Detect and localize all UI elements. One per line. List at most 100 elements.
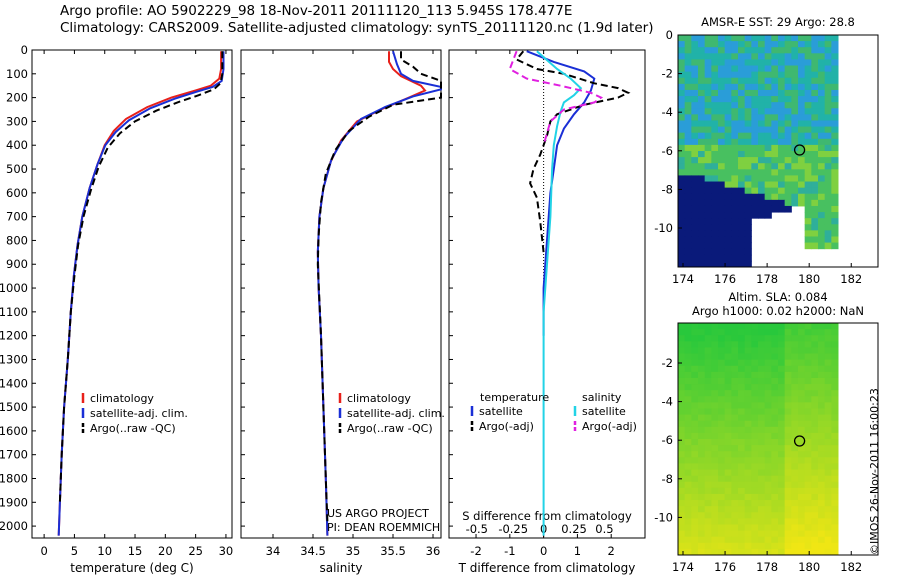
sla-cell — [751, 347, 759, 355]
sst-cell — [778, 65, 786, 73]
sst-cell — [784, 89, 792, 97]
sst-cell — [811, 132, 819, 140]
sla-cell — [704, 500, 712, 507]
sla-cell — [771, 530, 779, 538]
sla-cell — [738, 335, 746, 342]
sla-cell — [811, 506, 819, 513]
sla-cell — [791, 359, 799, 367]
sst-cell — [744, 254, 752, 262]
sla-cell — [684, 536, 692, 544]
sla-cell — [738, 451, 746, 458]
sla-cell — [698, 481, 706, 489]
sla-cell — [784, 396, 792, 403]
sst-cell — [831, 89, 839, 97]
sst-cell — [771, 157, 779, 164]
sla-cell — [751, 500, 759, 507]
sla-cell — [804, 359, 812, 367]
sst-cell — [764, 102, 772, 109]
sst-cell — [751, 199, 759, 207]
sla-cell — [678, 500, 686, 507]
sla-cell — [704, 548, 712, 556]
sla-cell — [711, 475, 719, 483]
salinity-series-argo-raw-qc- — [316, 51, 442, 522]
sla-cell — [691, 365, 699, 373]
sst-cell — [691, 169, 699, 176]
sla-cell — [771, 451, 779, 458]
sla-cell — [778, 475, 786, 483]
sla-cell — [678, 512, 686, 519]
sst-cell — [731, 260, 739, 268]
sla-cell — [711, 365, 719, 373]
sst-cell — [771, 126, 779, 134]
sla-cell — [798, 518, 806, 525]
sla-cell — [684, 463, 692, 471]
sst-cell — [818, 108, 826, 115]
sla-cell — [778, 469, 786, 477]
sla-cell — [698, 432, 706, 440]
sla-cell — [678, 323, 686, 330]
sla-cell — [798, 390, 806, 397]
sla-cell — [804, 457, 812, 464]
sla-cell — [804, 371, 812, 379]
sst-cell — [798, 108, 806, 115]
sla-cell — [798, 481, 806, 489]
sst-cell — [831, 175, 839, 183]
sla-cell — [698, 445, 706, 452]
sst-cell — [744, 212, 752, 219]
sla-cell — [724, 463, 732, 471]
sst-cell — [711, 77, 719, 85]
sst-cell — [791, 132, 799, 140]
sla-cell — [771, 426, 779, 434]
sla-cell — [824, 408, 832, 416]
sst-cell — [738, 47, 746, 54]
depth-tick-label: 1900 — [0, 495, 28, 509]
sst-cell — [831, 181, 839, 189]
sst-cell — [718, 181, 726, 189]
sla-cell — [691, 426, 699, 434]
sla-cell — [764, 518, 772, 525]
sla-cell — [724, 506, 732, 513]
sst-cell — [678, 83, 686, 91]
sst-cell — [691, 175, 699, 183]
sst-cell — [818, 242, 826, 250]
sla-cell — [831, 475, 839, 483]
sst-cell — [804, 218, 812, 225]
sst-cell — [724, 230, 732, 237]
sla-cell — [758, 390, 766, 397]
sst-cell — [798, 77, 806, 85]
sla-cell — [691, 341, 699, 348]
sst-cell — [731, 59, 739, 67]
sla-cell — [684, 524, 692, 532]
sst-cell — [751, 187, 759, 195]
sla-cell — [738, 548, 746, 556]
sla-cell — [744, 542, 752, 550]
sla-cell — [751, 371, 759, 379]
sla-cell — [811, 408, 819, 416]
sla-cell — [744, 432, 752, 440]
sla-cell — [778, 420, 786, 428]
sla-cell — [718, 542, 726, 550]
sst-cell — [698, 144, 706, 152]
sst-cell — [684, 260, 692, 268]
sst-cell — [711, 242, 719, 250]
sla-cell — [831, 408, 839, 416]
sla-cell — [784, 402, 792, 409]
sla-cell — [771, 524, 779, 532]
sst-cell — [738, 218, 746, 225]
sla-cell — [811, 487, 819, 495]
sst-cell — [738, 132, 746, 140]
sla-cell — [764, 396, 772, 403]
sst-cell — [824, 83, 832, 91]
pi-annotation-line2: PI: DEAN ROEMMICH — [327, 521, 440, 534]
sst-cell — [724, 126, 732, 134]
sst-cell — [698, 169, 706, 176]
sla-cell — [698, 530, 706, 538]
sla-cell — [798, 439, 806, 446]
sst-cell — [824, 236, 832, 244]
sla-cell — [718, 396, 726, 403]
sla-cell — [744, 451, 752, 458]
sla-cell — [691, 335, 699, 342]
sla-cell — [698, 335, 706, 342]
sst-cell — [778, 108, 786, 115]
sla-cell — [731, 524, 739, 532]
